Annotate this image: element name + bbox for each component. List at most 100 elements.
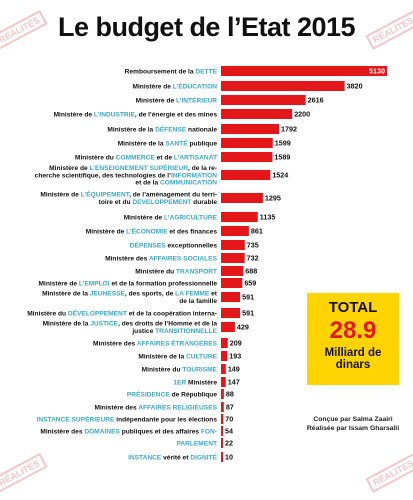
- total-box: TOTAL 28.9 Milliard de dinars: [307, 293, 399, 385]
- category-label-text: cherche scientifique, des technologies d…: [35, 172, 171, 179]
- bar: [221, 138, 273, 148]
- category-label-text: , des droits de l’Homme et de la: [118, 321, 217, 328]
- total-value: 28.9: [329, 317, 377, 344]
- bar: [221, 266, 244, 276]
- category-label: Ministère des DOMAINES publiques et des …: [40, 428, 217, 435]
- category-label-highlight: FON-: [201, 428, 217, 435]
- total-unit-line2: dinars: [335, 359, 371, 371]
- category-label: Ministère de la JUSTICE, des droits de l…: [43, 321, 218, 328]
- category-label-text: de la famille: [179, 298, 217, 305]
- category-label: Remboursement de la DETTE: [125, 68, 218, 75]
- category-label-text: Ministère de la: [138, 353, 186, 360]
- category-label: Ministère du DÉVELOPPEMENT et de la coop…: [27, 308, 217, 317]
- category-label-text: Remboursement de la: [125, 68, 196, 75]
- category-label-text: Ministère de la: [107, 126, 155, 133]
- category-label-text: Ministère de: [124, 214, 164, 221]
- category-label: Ministère de L’EMPLOI et de la formation…: [39, 280, 218, 287]
- bar-value-label: 5130: [369, 67, 385, 76]
- bar-value-label: 1295: [265, 194, 281, 203]
- bar: [221, 124, 279, 134]
- bar-value-label: 193: [229, 352, 241, 361]
- category-label-text: Ministère de la: [43, 321, 91, 328]
- bar-value-label: 591: [242, 309, 254, 318]
- category-label: de la famille: [179, 298, 217, 305]
- category-label-highlight: DIGNITÉ: [190, 452, 217, 461]
- category-label: Ministère du TOURISME: [142, 366, 218, 373]
- bar-value-label: 429: [237, 323, 249, 332]
- category-label-text: Ministère des: [93, 340, 137, 347]
- category-label-highlight: DÉVELOPPEMENT: [68, 308, 127, 317]
- category-label-highlight: INSTANCE SUPÉRIEURE: [36, 414, 115, 423]
- bar-value-label: 149: [228, 365, 240, 374]
- bar: [221, 414, 224, 424]
- category-label: Ministère des AFFAIRES SOCIALES: [105, 255, 217, 262]
- bar-value-label: 87: [226, 403, 234, 412]
- bar-value-label: 688: [245, 267, 257, 276]
- bar-value-label: 1135: [260, 213, 276, 222]
- bar-value-label: 88: [226, 390, 234, 399]
- category-label-text: Ministère des: [105, 255, 149, 262]
- category-label-text: Ministère de: [39, 280, 79, 287]
- bar: [221, 66, 387, 76]
- category-label-highlight: TOURISME: [182, 366, 217, 373]
- category-label-highlight: DÉPENSES: [130, 240, 167, 249]
- credits-line2: Réalisée par Issam Gharsalli: [306, 425, 400, 432]
- category-label: Ministère de la JEUNESSE, des sports, de…: [42, 291, 218, 298]
- category-label: justice TRANSITIONNELLE: [131, 328, 217, 335]
- bar: [221, 426, 223, 436]
- category-label-highlight: L’EMPLOI: [79, 280, 110, 287]
- bar-value-label: 2616: [308, 96, 324, 105]
- category-label: et de la COMMUNICATION: [135, 180, 217, 187]
- bar-value-label: 10: [225, 453, 233, 462]
- bar: [221, 308, 241, 318]
- bar-value-label: 2200: [294, 110, 310, 119]
- category-label-text: justice: [131, 328, 155, 335]
- category-label-text: de République: [170, 391, 218, 398]
- category-label: PARLEMENT: [176, 440, 217, 447]
- category-label-text: durable: [191, 199, 217, 206]
- bar-value-label: 147: [228, 378, 240, 387]
- category-label-highlight: COMMUNICATION: [160, 180, 217, 187]
- category-label-text: Ministère de la: [118, 140, 166, 147]
- category-label-text: Ministère des: [94, 404, 138, 411]
- category-label-highlight: L’ENSEIGNEMENT SUPÉRIEUR: [89, 163, 188, 172]
- category-label: Ministère de la DÉFENSE nationale: [107, 124, 217, 133]
- category-label-text: Ministère de: [49, 165, 89, 172]
- category-label: 1ER Ministère: [173, 379, 217, 386]
- bar: [221, 377, 226, 387]
- category-label: Ministère de L’INTÉRIEUR: [136, 95, 218, 104]
- bar-value-label: 3820: [347, 82, 363, 91]
- category-label: INSTANCE SUPÉRIEURE indépendante pour le…: [36, 414, 217, 423]
- category-label-highlight: DÉFENSE: [155, 124, 187, 133]
- category-label: Ministère de L’ENSEIGNEMENT SUPÉRIEUR, d…: [49, 163, 217, 172]
- category-label-text: , de l’énergie et des mines: [135, 111, 217, 118]
- category-label-text: Ministère de: [40, 192, 80, 199]
- category-label: Ministère de L’ÉCONOMIE et des finances: [86, 226, 218, 235]
- category-label: Ministère de la SANTÉ publique: [118, 138, 218, 147]
- bar: [221, 253, 245, 263]
- category-label-highlight: JUSTICE: [90, 321, 118, 328]
- bar: [221, 402, 224, 412]
- category-label-text: et des finances: [168, 228, 218, 235]
- category-label-text: Ministère: [186, 379, 217, 386]
- category-label: Ministère de L’AGRICULTURE: [124, 214, 218, 221]
- bar-value-label: 1524: [272, 171, 288, 180]
- category-label-highlight: TRANSPORT: [176, 268, 217, 275]
- category-label-highlight: DEVELOPPEMENT: [132, 199, 191, 206]
- bar-value-label: 70: [225, 415, 233, 424]
- category-label-text: , des sports, de: [125, 291, 175, 298]
- category-label-highlight: L’INTÉRIEUR: [176, 95, 217, 104]
- category-label-text: exceptionnelles: [166, 242, 218, 249]
- category-label-highlight: L’ÉCONOMIE: [126, 226, 168, 235]
- bar: [221, 170, 271, 180]
- category-label-highlight: 1ER: [173, 379, 186, 386]
- bar: [221, 438, 223, 448]
- bar-value-label: 54: [225, 427, 233, 436]
- bar: [221, 81, 345, 91]
- category-label-highlight: DOMAINES: [84, 428, 120, 435]
- bar-value-label: 1599: [275, 139, 291, 148]
- bar: [221, 389, 224, 399]
- category-label-highlight: PARLEMENT: [176, 440, 217, 447]
- category-label: Ministère de L’INDUSTRIE, de l’énergie e…: [54, 111, 218, 118]
- category-label-highlight: L’ÉQUIPEMENT: [81, 190, 130, 199]
